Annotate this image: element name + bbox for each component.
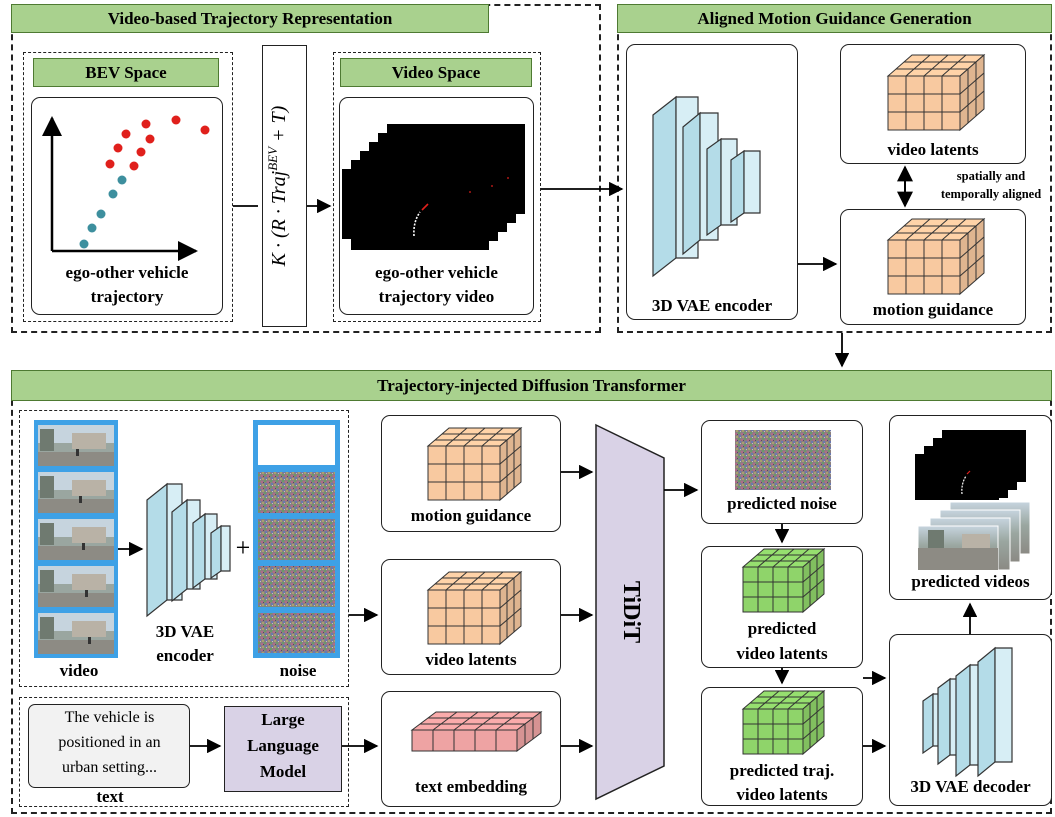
noise-label: noise: [279, 661, 317, 680]
trajectory-video-frames: [342, 124, 525, 250]
ego-trajectory-points: [79, 175, 127, 249]
motion-guidance-header: Aligned Motion Guidance Generation: [617, 4, 1052, 33]
bev-caption-line1: ego-other vehicle: [65, 263, 189, 282]
transform-formula-box: [262, 45, 307, 327]
tidit-label: TiDiT: [618, 581, 644, 643]
tidit-motion-guidance-cube: [426, 426, 523, 502]
vae-encoder-bottom-graphic: [146, 482, 231, 618]
predicted-noise-image: [735, 430, 831, 490]
predicted-traj-latents-cube: [741, 689, 826, 756]
predicted-videos-graphic: [915, 430, 1031, 571]
predicted-latents-line1: predicted: [747, 619, 817, 638]
llm-label-line2: Language: [247, 736, 319, 755]
video-space-header: Video Space: [340, 58, 532, 87]
video-space-caption-line2: trajectory video: [378, 287, 495, 306]
tidit-block: [595, 423, 665, 801]
text-prompt-line1: The vehicle is: [64, 709, 155, 726]
bev-space-header: BEV Space: [33, 58, 219, 87]
vae-encoder-top-graphic: [652, 95, 761, 278]
tidit-header: Trajectory-injected Diffusion Transforme…: [11, 370, 1052, 401]
text-embedding-box: [381, 691, 561, 807]
text-prompt-line3: urban setting...: [61, 759, 158, 776]
video-latents-cube: [886, 53, 986, 132]
text-prompt-box: [28, 704, 190, 788]
predicted-videos-label: predicted videos: [911, 572, 1030, 591]
text-embedding-slab: [410, 711, 543, 752]
input-video-frames: [34, 420, 118, 658]
tidit-encoder-line2: encoder: [156, 646, 214, 665]
predicted-latents-line2: video latents: [736, 644, 828, 663]
video-space-subpanel: [333, 52, 541, 322]
plus-sign: +: [236, 533, 251, 562]
video-trajectory-header: Video-based Trajectory Representation: [11, 4, 489, 33]
motion-guidance-label: motion guidance: [872, 300, 994, 319]
predicted-traj-line1: predicted traj.: [729, 761, 835, 780]
tidit-motion-guidance-label: motion guidance: [410, 506, 532, 525]
text-embedding-label: text embedding: [415, 777, 527, 796]
text-input-subpanel: [19, 697, 349, 807]
video-space-caption-line1: ego-other vehicle: [375, 263, 498, 282]
tidit-encoder-line1: 3D VAE: [155, 622, 215, 641]
predicted-traj-line2: video latents: [736, 785, 828, 804]
alignment-note-line1: spatially and: [956, 169, 1026, 183]
predicted-noise-label: predicted noise: [727, 494, 837, 513]
llm-label-line3: Model: [259, 762, 307, 781]
text-label: text: [96, 787, 124, 806]
vae-encoder-label: 3D VAE encoder: [651, 296, 773, 315]
video-input-subpanel: [19, 410, 349, 687]
other-vehicle-points: [105, 115, 210, 171]
noise-frames: [253, 420, 340, 658]
motion-guidance-cube: [886, 217, 986, 296]
vae-decoder-graphic: [922, 646, 1013, 778]
video-latents-label: video latents: [887, 140, 979, 159]
bev-caption-line2: trajectory: [90, 287, 164, 306]
vae-decoder-label: 3D VAE decoder: [910, 777, 1031, 796]
bev-axes: [42, 116, 198, 261]
bev-subpanel: [23, 52, 233, 322]
transform-formula: K · (R · TrajBEV + T): [265, 105, 290, 267]
tidit-video-latents-label: video latents: [425, 650, 517, 669]
tidit-video-latents-cube: [426, 570, 523, 646]
llm-box: [224, 706, 342, 792]
llm-label-line1: Large: [261, 710, 305, 729]
text-prompt-line2: positioned in an: [58, 734, 161, 751]
video-label: video: [59, 661, 99, 680]
alignment-note-line2: temporally aligned: [940, 187, 1042, 201]
predicted-latents-cube: [741, 547, 826, 614]
